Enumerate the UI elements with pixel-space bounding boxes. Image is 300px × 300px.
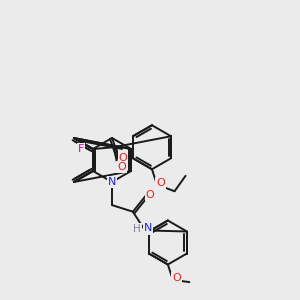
- Text: H: H: [133, 224, 141, 234]
- Text: N: N: [108, 177, 116, 187]
- Text: O: O: [118, 153, 127, 163]
- Text: O: O: [172, 273, 181, 283]
- Text: N: N: [144, 224, 152, 233]
- Text: F: F: [78, 144, 84, 154]
- Text: O: O: [157, 178, 165, 188]
- Text: O: O: [118, 162, 126, 172]
- Text: O: O: [146, 190, 154, 200]
